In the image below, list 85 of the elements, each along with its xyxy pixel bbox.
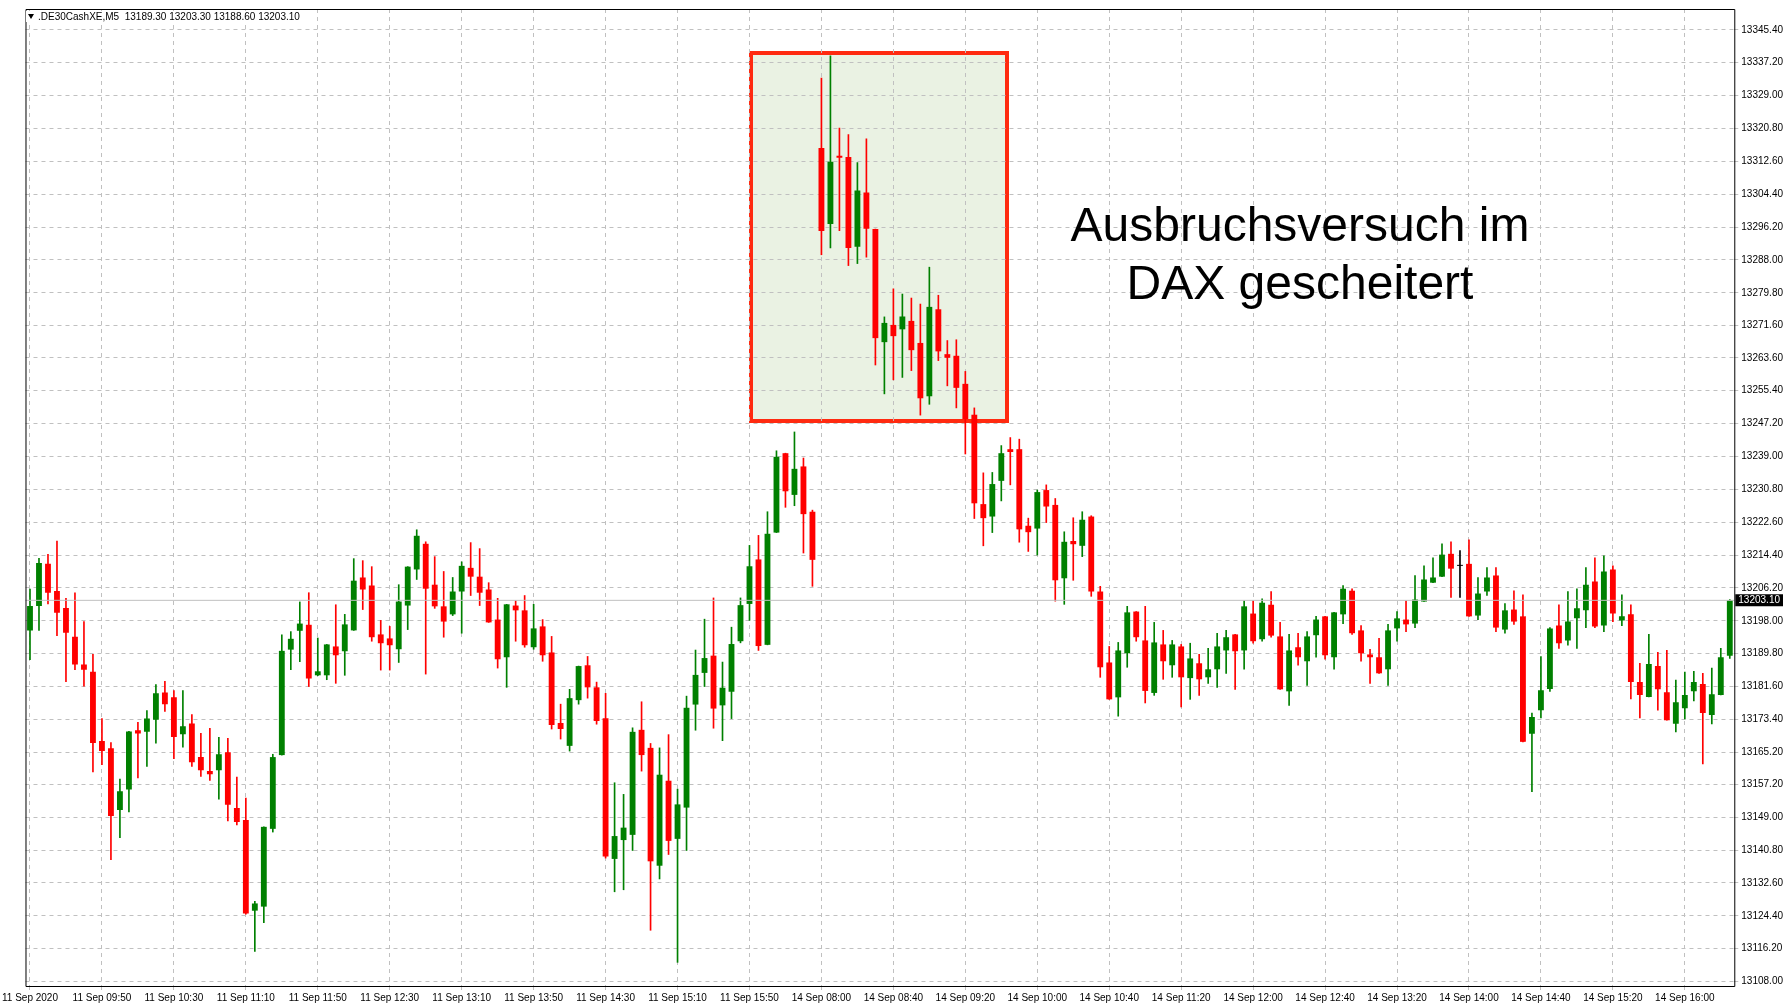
y-tick-label: 13255.40 [1741, 384, 1784, 396]
candlestick [1573, 588, 1580, 649]
y-tick-label: 13116.20 [1741, 942, 1783, 954]
x-tick-label: 14 Sep 09:20 [935, 991, 996, 1003]
candlestick [1367, 648, 1373, 684]
y-tick-label: 13271.60 [1741, 319, 1784, 331]
candlestick [54, 540, 60, 636]
y-tick-label: 13140.80 [1741, 843, 1784, 855]
y-tick-label: 13296.20 [1741, 220, 1784, 232]
y-tick-label: 13320.80 [1741, 122, 1784, 134]
candlestick [314, 637, 321, 677]
y-tick-label: 13304.40 [1741, 187, 1784, 199]
x-tick-label: 11 Sep 13:50 [504, 991, 564, 1003]
candlestick [1205, 648, 1212, 684]
x-tick-label: 11 Sep 13:10 [432, 991, 492, 1003]
candlestick [206, 727, 213, 781]
candlestick [386, 626, 393, 671]
x-tick-label: 11 Sep 10:30 [144, 991, 204, 1003]
y-tick-label: 13222.60 [1741, 515, 1784, 527]
candlestick [134, 721, 141, 779]
y-tick-label: 13173.40 [1741, 713, 1784, 725]
x-tick-label: 11 Sep 11:10 [216, 991, 276, 1003]
y-tick-label: 13149.00 [1741, 810, 1784, 822]
candlestick [251, 901, 258, 952]
y-tick-label: 13288.00 [1741, 253, 1784, 265]
x-tick-label: 11 Sep 14:30 [576, 991, 636, 1003]
x-tick-label: 14 Sep 14:40 [1511, 991, 1572, 1003]
candlestick [179, 690, 186, 748]
candlestick [440, 571, 447, 638]
y-tick-label: 13124.40 [1741, 909, 1784, 921]
x-tick-label: 14 Sep 12:40 [1295, 991, 1356, 1003]
y-tick-label: 13189.80 [1741, 647, 1784, 659]
y-tick-label: 13312.60 [1741, 155, 1784, 167]
annotation: Ausbruchsversuch im DAX gescheitert [1069, 197, 1531, 311]
y-tick-label: 13181.60 [1741, 680, 1784, 692]
candlestick [143, 710, 150, 767]
candlestick [332, 604, 339, 684]
x-tick-label: 11 Sep 09:50 [72, 991, 132, 1003]
x-tick-label: 14 Sep 13:20 [1367, 991, 1428, 1003]
candlestick [215, 737, 222, 800]
candlestick [467, 542, 474, 596]
y-tick-label: 13279.80 [1741, 286, 1784, 298]
candlestick [296, 601, 303, 662]
y-tick-label: 13165.20 [1741, 746, 1784, 758]
x-tick-label: 14 Sep 10:40 [1079, 991, 1140, 1003]
y-tick-label: 13329.00 [1741, 89, 1784, 101]
y-tick-label: 13337.20 [1741, 56, 1784, 68]
candlestick [377, 620, 384, 671]
candlestick [1636, 662, 1643, 719]
candlestick [980, 472, 987, 547]
x-tick-label: 14 Sep 15:20 [1583, 991, 1644, 1003]
candlestick [81, 621, 87, 687]
ref-line-label: 13203.10 [1738, 594, 1781, 606]
candlestick [1457, 550, 1463, 598]
x-tick-label: 14 Sep 08:00 [791, 991, 852, 1003]
x-tick-label: 14 Sep 12:00 [1223, 991, 1284, 1003]
x-tick-label: 11 Sep 2020 [2, 991, 59, 1003]
x-tick-label: 14 Sep 08:40 [863, 991, 924, 1003]
candlestick [1025, 517, 1032, 552]
y-tick-label: 13230.80 [1741, 483, 1784, 495]
candlestick [1618, 594, 1625, 626]
y-tick-label: 13157.20 [1741, 778, 1784, 790]
annotation: .DE30CashXE,M5 13189.30 13203.30 13188.60 13203.10 [38, 11, 300, 22]
y-tick-label: 13132.60 [1741, 876, 1784, 888]
candlestick [99, 718, 105, 766]
y-tick-label: 13108.00 [1741, 975, 1784, 987]
candlestick [1007, 437, 1014, 486]
candlestick [1430, 557, 1436, 584]
x-tick-label: 11 Sep 11:50 [288, 991, 348, 1003]
x-tick-label: 14 Sep 16:00 [1655, 991, 1716, 1003]
x-tick-label: 14 Sep 14:00 [1439, 991, 1500, 1003]
y-tick-label: 13247.20 [1741, 417, 1784, 429]
x-tick-label: 11 Sep 12:30 [360, 991, 420, 1003]
y-tick-label: 13198.00 [1741, 614, 1784, 626]
y-tick-label: 13239.00 [1741, 450, 1784, 462]
y-tick-label: 13345.40 [1741, 23, 1784, 35]
x-tick-label: 14 Sep 10:00 [1007, 991, 1068, 1003]
y-tick-label: 13263.60 [1741, 351, 1784, 363]
x-tick-label: 14 Sep 11:20 [1151, 991, 1211, 1003]
y-tick-label: 13206.20 [1741, 581, 1784, 593]
x-tick-label: 11 Sep 15:50 [720, 991, 780, 1003]
y-tick-label: 13214.40 [1741, 548, 1784, 560]
candlestick [1529, 712, 1535, 792]
candlestick [1070, 517, 1077, 581]
x-tick-label: 11 Sep 15:10 [648, 991, 708, 1003]
